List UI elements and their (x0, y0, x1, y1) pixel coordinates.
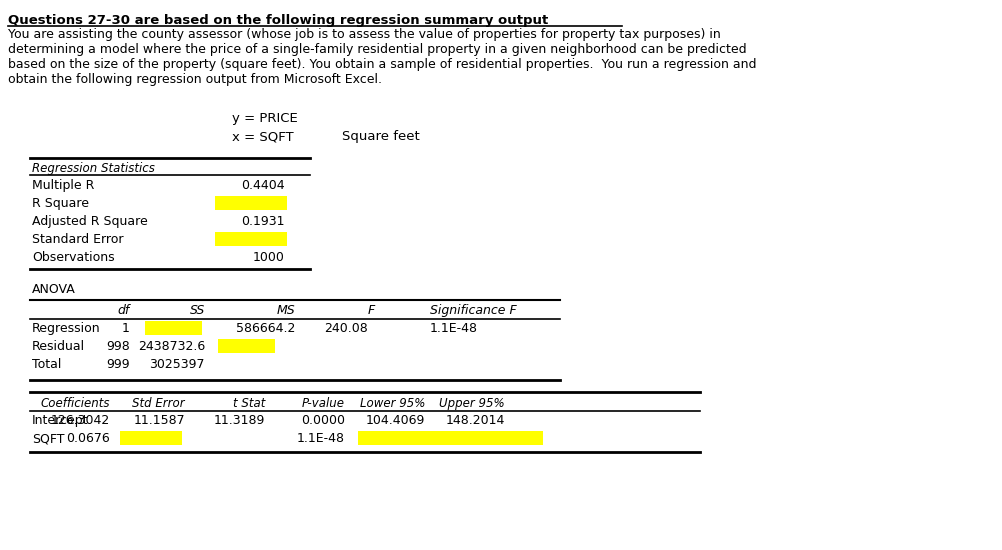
Text: Observations: Observations (32, 251, 114, 264)
Text: Std Error: Std Error (132, 397, 185, 410)
Text: Intercept: Intercept (32, 414, 88, 427)
Text: 0.4404: 0.4404 (241, 179, 285, 192)
Text: 1: 1 (122, 322, 130, 335)
Text: 104.4069: 104.4069 (366, 414, 425, 427)
Bar (358, 431, 543, 445)
Bar (215, 232, 287, 246)
Text: Questions 27-30 are based on the following regression summary output: Questions 27-30 are based on the followi… (8, 14, 548, 27)
Text: 126.3042: 126.3042 (51, 414, 110, 427)
Text: Standard Error: Standard Error (32, 233, 123, 246)
Text: 11.3189: 11.3189 (213, 414, 265, 427)
Text: x = SQFT: x = SQFT (232, 130, 294, 143)
Text: ANOVA: ANOVA (32, 283, 76, 296)
Text: F: F (368, 304, 376, 317)
Text: MS: MS (277, 304, 295, 317)
Text: Multiple R: Multiple R (32, 179, 94, 192)
Text: 0.0676: 0.0676 (66, 432, 110, 445)
Text: SQFT: SQFT (32, 432, 64, 445)
Text: 1.1E-48: 1.1E-48 (430, 322, 478, 335)
Text: Lower 95%: Lower 95% (360, 397, 425, 410)
Bar (120, 431, 182, 445)
Text: 998: 998 (106, 340, 130, 353)
Text: Total: Total (32, 358, 61, 371)
Text: 11.1587: 11.1587 (133, 414, 185, 427)
Text: 2438732.6: 2438732.6 (137, 340, 205, 353)
Text: Significance F: Significance F (430, 304, 517, 317)
Text: 1000: 1000 (254, 251, 285, 264)
Text: 0.1931: 0.1931 (241, 215, 285, 228)
Text: SS: SS (189, 304, 205, 317)
Text: R Square: R Square (32, 197, 89, 210)
Text: 0.0000: 0.0000 (301, 414, 345, 427)
Bar (218, 339, 275, 353)
Text: 240.08: 240.08 (325, 322, 368, 335)
Text: t Stat: t Stat (232, 397, 265, 410)
Text: Regression Statistics: Regression Statistics (32, 162, 155, 175)
Text: Residual: Residual (32, 340, 85, 353)
Text: df: df (118, 304, 130, 317)
Text: Coefficients: Coefficients (40, 397, 110, 410)
Text: Square feet: Square feet (342, 130, 420, 143)
Text: y = PRICE: y = PRICE (232, 112, 298, 125)
Text: 999: 999 (106, 358, 130, 371)
Text: 1.1E-48: 1.1E-48 (297, 432, 345, 445)
Text: Upper 95%: Upper 95% (439, 397, 505, 410)
Text: 586664.2: 586664.2 (235, 322, 295, 335)
Bar (145, 321, 202, 335)
Text: You are assisting the county assessor (whose job is to assess the value of prope: You are assisting the county assessor (w… (8, 28, 757, 86)
Text: 3025397: 3025397 (149, 358, 205, 371)
Text: P-value: P-value (302, 397, 345, 410)
Bar (215, 196, 287, 210)
Text: 148.2014: 148.2014 (446, 414, 505, 427)
Text: Regression: Regression (32, 322, 100, 335)
Text: Adjusted R Square: Adjusted R Square (32, 215, 147, 228)
